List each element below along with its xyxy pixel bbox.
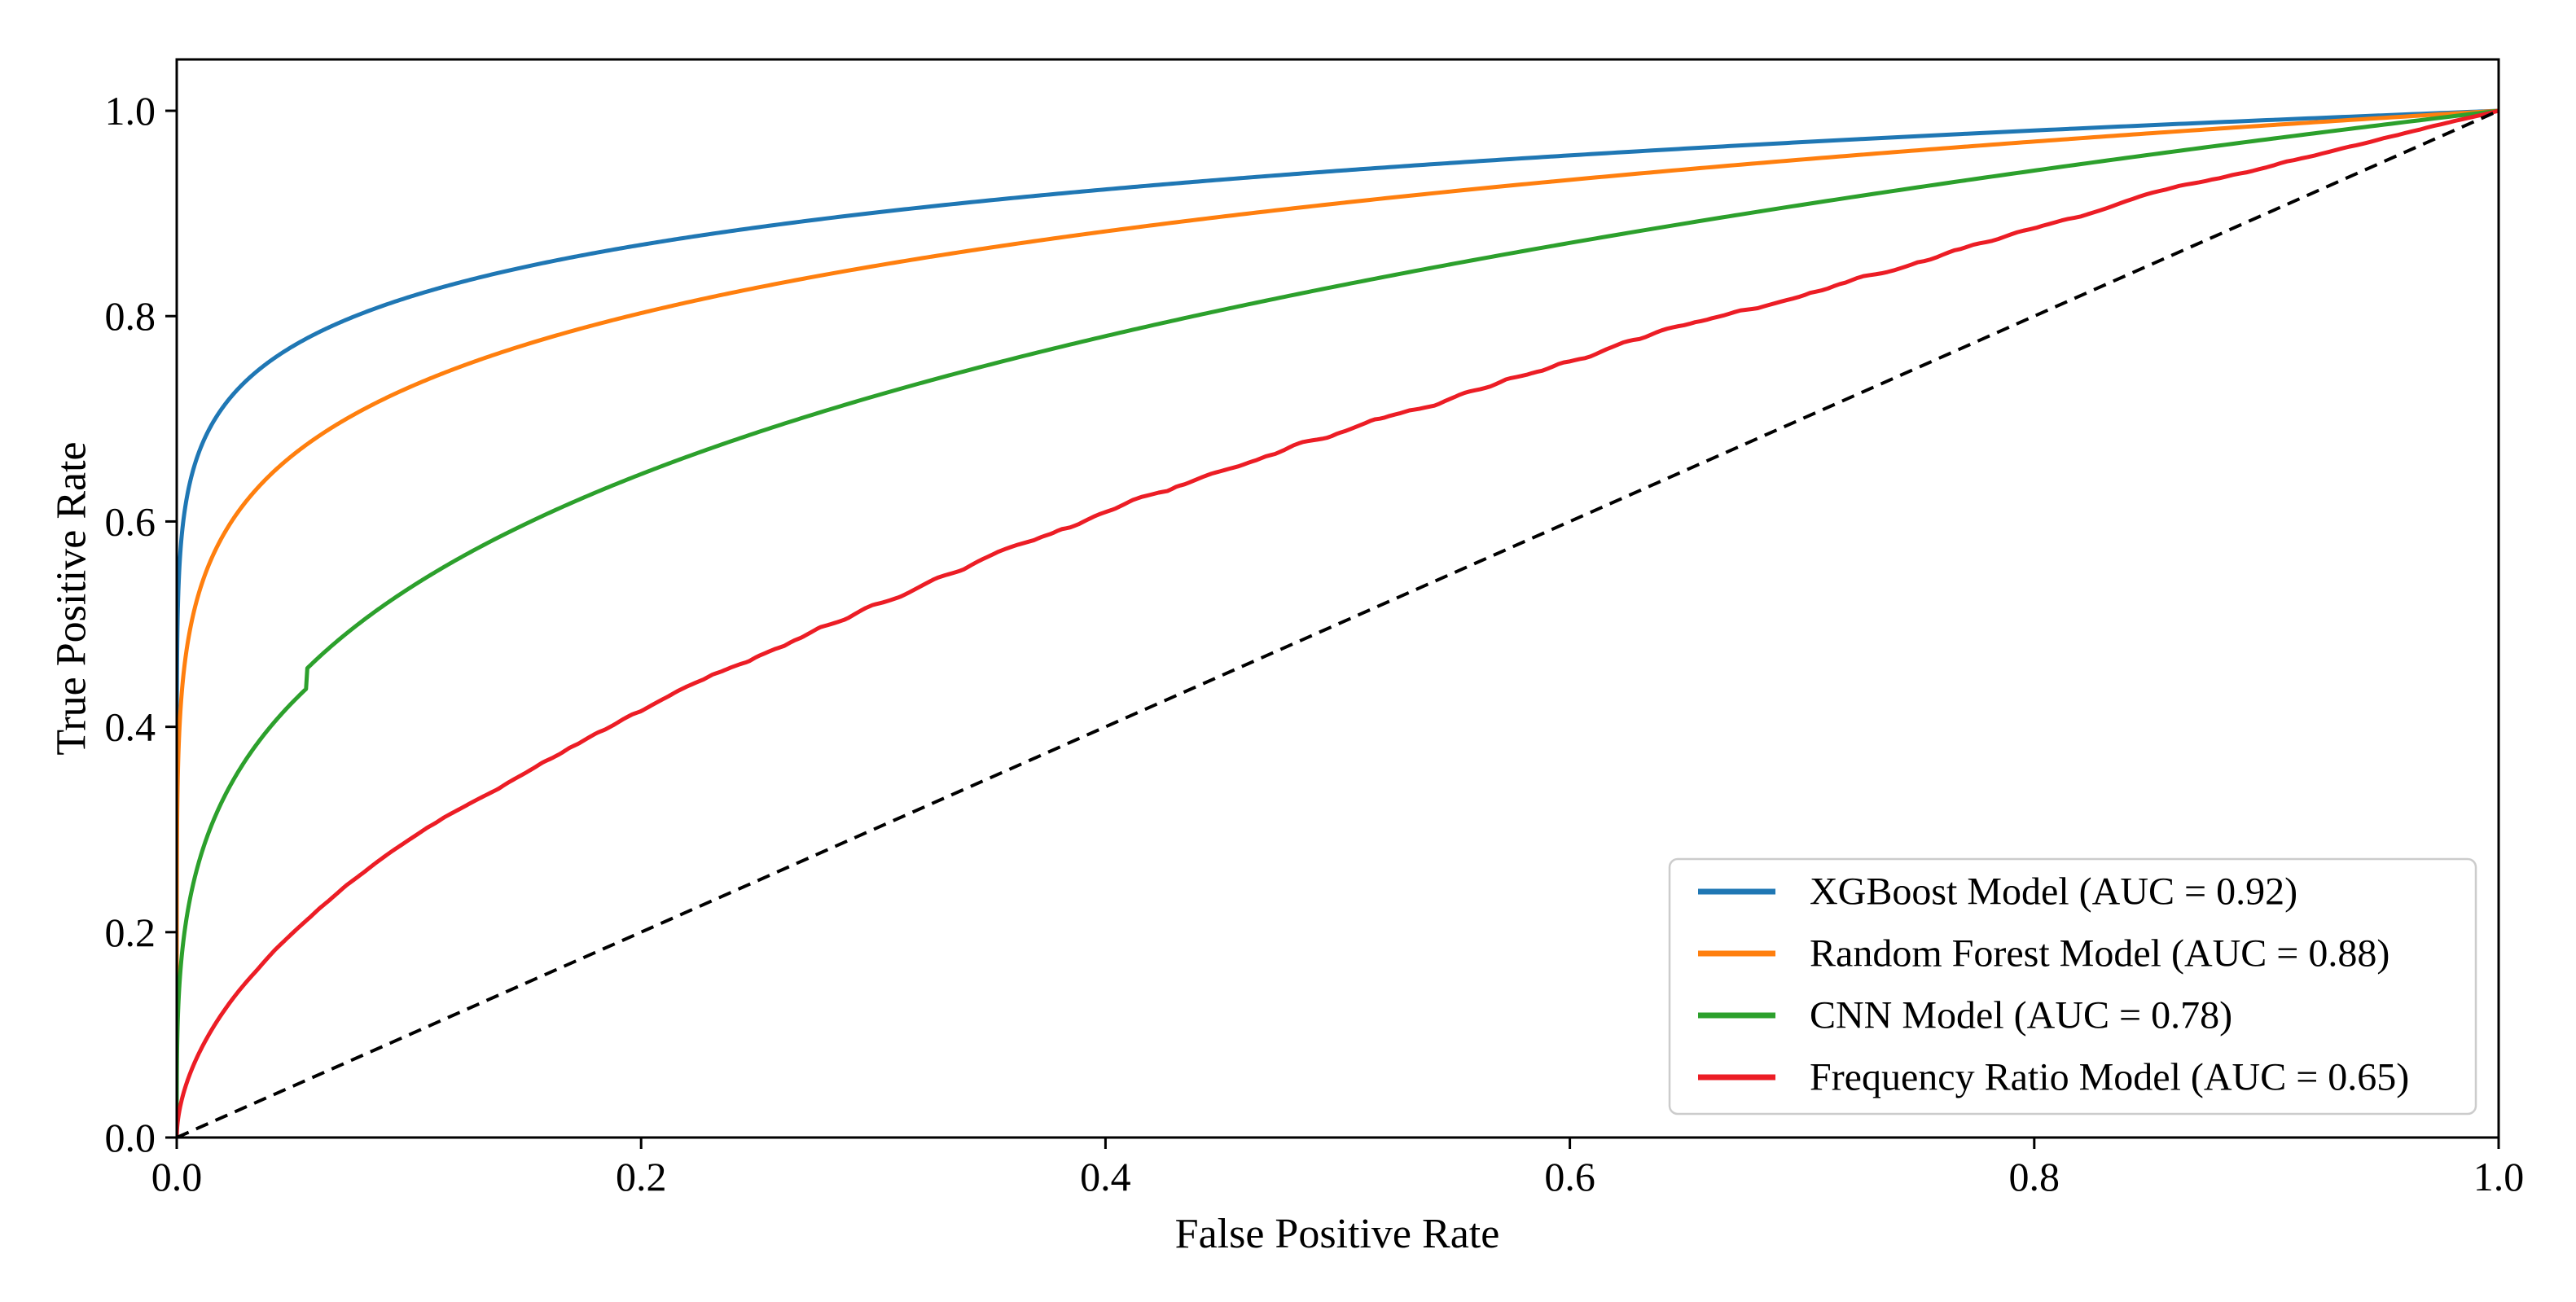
y-tick-label: 0.6: [105, 498, 156, 544]
x-tick-label: 0.0: [151, 1154, 203, 1199]
y-tick-label: 0.0: [105, 1115, 156, 1160]
legend-item-cnn: CNN Model (AUC = 0.78): [1698, 994, 2232, 1037]
roc-curve-cnn: [177, 108, 2499, 1138]
y-tick-label: 0.8: [105, 293, 156, 339]
x-tick-label: 0.2: [616, 1154, 667, 1199]
legend-box: [1668, 857, 2477, 1116]
legend-item-xgboost: XGBoost Model (AUC = 0.92): [1698, 870, 2297, 914]
legend-item-frequency-ratio: Frequency Ratio Model (AUC = 0.65): [1698, 1056, 2409, 1099]
legend: XGBoost Model (AUC = 0.92) Random Forest …: [1668, 857, 2477, 1116]
y-tick-label: 0.2: [105, 910, 156, 955]
legend-label-cnn: CNN Model (AUC = 0.78): [1810, 994, 2232, 1037]
x-tick-label: 0.4: [1080, 1154, 1131, 1199]
roc-curve-xgboost: [177, 108, 2499, 1138]
legend-label-frequency-ratio: Frequency Ratio Model (AUC = 0.65): [1810, 1056, 2409, 1099]
plot-frame: [175, 58, 2500, 1139]
y-axis-label: True Positive Rate: [49, 441, 95, 755]
x-tick-label: 0.6: [1544, 1154, 1595, 1199]
roc-curve-random-forest: [177, 108, 2499, 1138]
x-tick-label: 1.0: [2473, 1154, 2525, 1199]
y-tick-label: 1.0: [105, 88, 156, 134]
legend-label-random-forest: Random Forest Model (AUC = 0.88): [1810, 932, 2389, 975]
legend-item-random-forest: Random Forest Model (AUC = 0.88): [1698, 932, 2389, 975]
roc-curve-frequency-ratio: [177, 108, 2499, 1138]
x-tick-label: 0.8: [2009, 1154, 2060, 1199]
legend-label-xgboost: XGBoost Model (AUC = 0.92): [1810, 870, 2297, 914]
curves-layer: [177, 108, 2499, 1138]
axis-ticks: 0.0 0.2 0.4 0.6 0.8 1.0 0.0 0.2 0.4 0.6 0.8 1.0: [105, 88, 2525, 1199]
y-tick-label: 0.4: [105, 704, 156, 750]
x-axis-label: False Positive Rate: [1175, 1211, 1500, 1257]
